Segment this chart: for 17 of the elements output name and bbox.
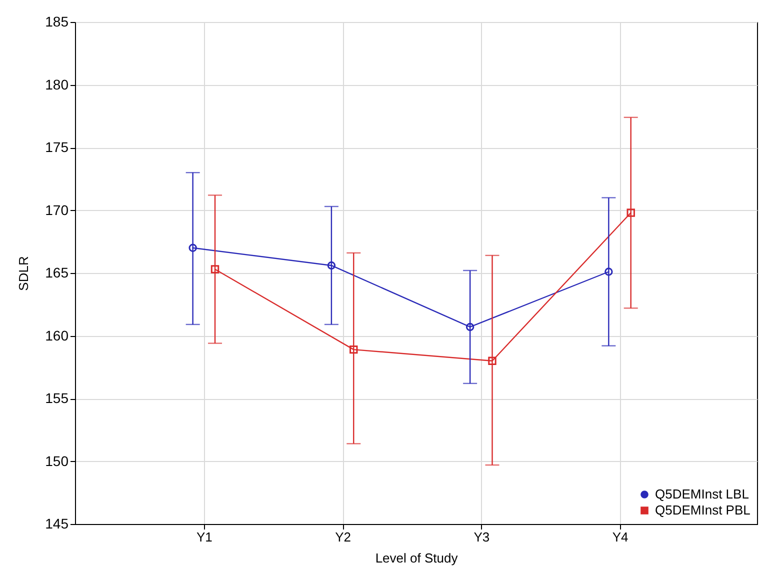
x-axis-title: Level of Study (375, 550, 458, 566)
x-tick-label: Y1 (196, 530, 212, 544)
y-tick-label: 150 (45, 452, 69, 469)
legend-label: Q5DEMInst PBL (655, 502, 750, 518)
y-tick-label: 155 (45, 390, 69, 406)
x-tick-label: Y4 (612, 530, 628, 544)
y-tick-label: 160 (45, 327, 69, 344)
y-axis-title: SDLR (16, 256, 32, 291)
x-tick-label: Y3 (474, 530, 490, 544)
y-tick-label: 180 (45, 76, 69, 92)
y-tick-label: 175 (45, 139, 69, 155)
legend-label: Q5DEMInst LBL (655, 486, 749, 502)
y-tick-label: 165 (45, 264, 69, 280)
y-tick-label: 170 (45, 202, 69, 218)
y-tick-label: 145 (45, 516, 69, 532)
x-tick-label: Y2 (335, 530, 351, 544)
y-tick-label: 185 (45, 14, 69, 30)
